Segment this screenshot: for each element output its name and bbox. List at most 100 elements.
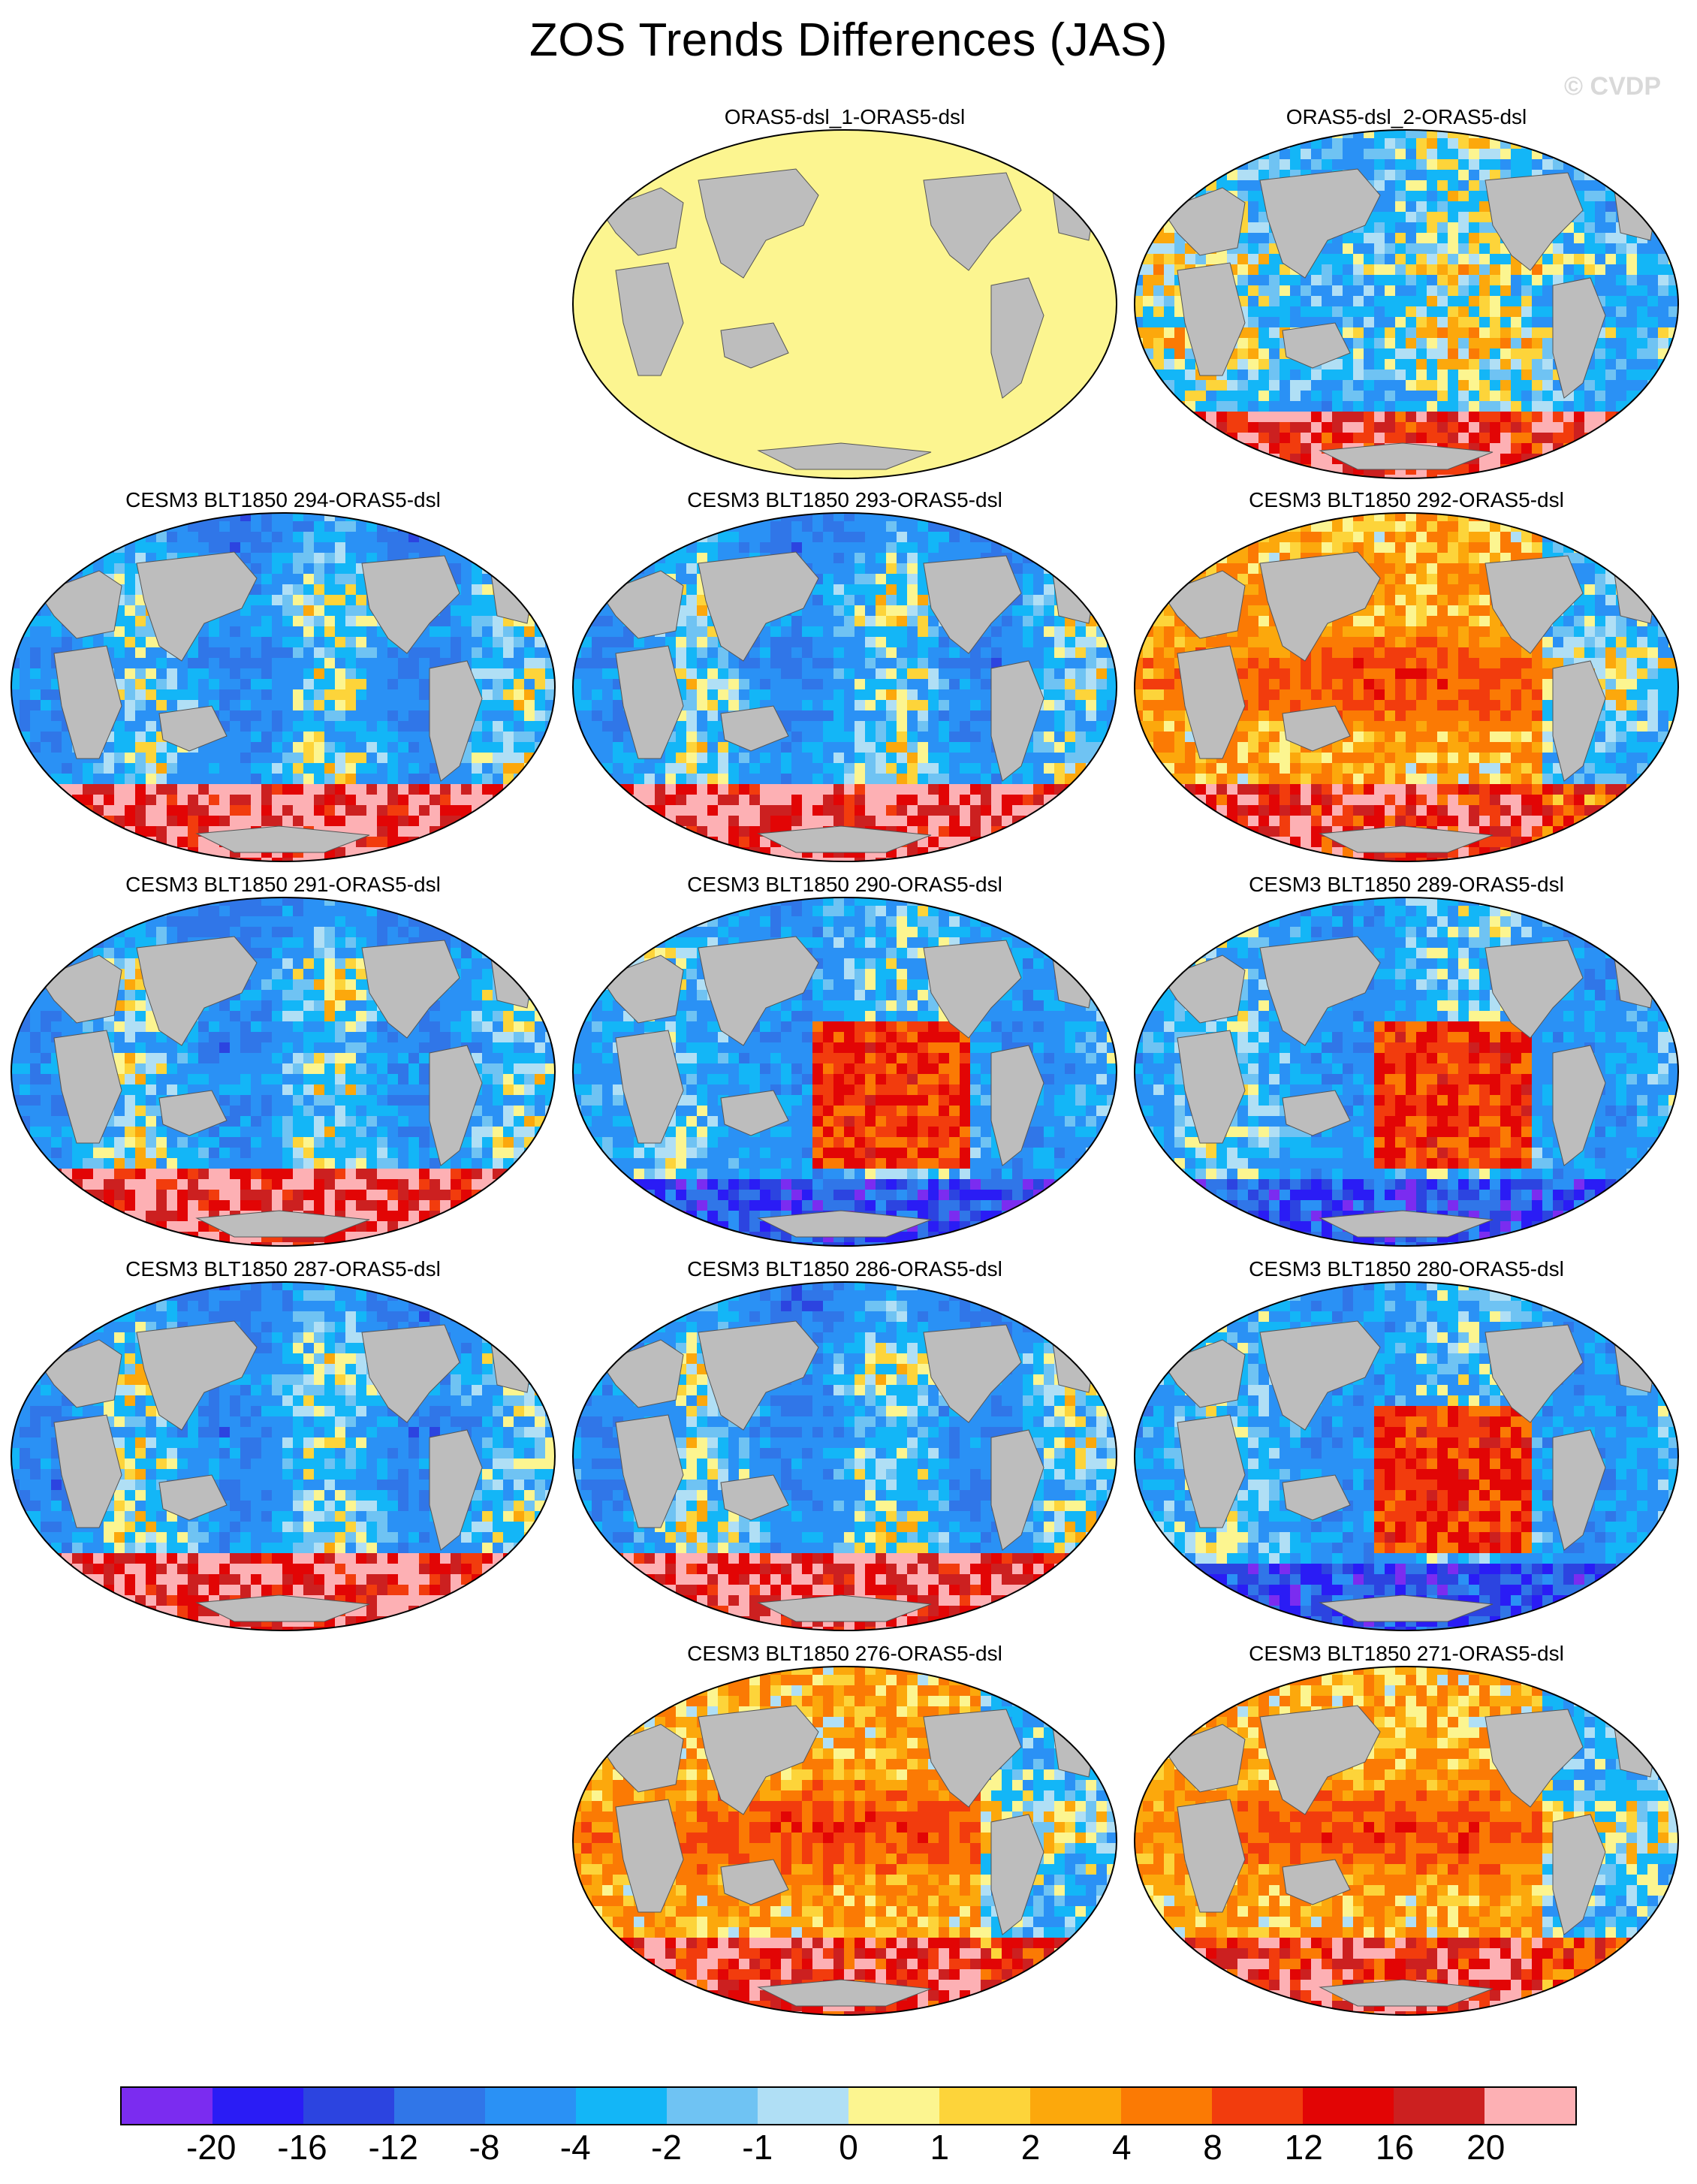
map-panel: CESM3 BLT1850 289-ORAS5-dsl bbox=[1132, 873, 1680, 1256]
land-mass bbox=[757, 442, 932, 470]
colorbar-label: -1 bbox=[742, 2127, 773, 2167]
colorbar-swatch bbox=[1303, 2088, 1394, 2124]
land-mass bbox=[1552, 1814, 1606, 1935]
map-panel: ORAS5-dsl_2-ORAS5-dsl bbox=[1132, 105, 1680, 488]
land-mass bbox=[720, 705, 789, 752]
colorbar-swatch bbox=[667, 2088, 758, 2124]
land-mass bbox=[1552, 1429, 1606, 1551]
land-mass bbox=[53, 1414, 122, 1528]
colorbar-swatch bbox=[1212, 2088, 1303, 2124]
land-mass bbox=[1484, 1324, 1584, 1423]
panel-title: CESM3 BLT1850 294-ORAS5-dsl bbox=[9, 488, 557, 512]
land-mass bbox=[1552, 1045, 1606, 1166]
panel-title: CESM3 BLT1850 276-ORAS5-dsl bbox=[571, 1642, 1119, 1666]
land-mass bbox=[136, 551, 258, 662]
land-mass bbox=[698, 936, 819, 1046]
robinson-map bbox=[1134, 129, 1679, 479]
land-mass bbox=[615, 1030, 684, 1144]
panel-title: CESM3 BLT1850 293-ORAS5-dsl bbox=[571, 488, 1119, 512]
panel-title: CESM3 BLT1850 271-ORAS5-dsl bbox=[1132, 1642, 1680, 1666]
panel-title: CESM3 BLT1850 292-ORAS5-dsl bbox=[1132, 488, 1680, 512]
map-border bbox=[1134, 1666, 1679, 2016]
land-mass bbox=[361, 940, 460, 1039]
land-mass bbox=[361, 555, 460, 654]
land-mass bbox=[1177, 645, 1246, 759]
map-border bbox=[572, 1281, 1117, 1631]
map-border bbox=[1134, 1281, 1679, 1631]
robinson-map bbox=[11, 1281, 556, 1631]
land-mass bbox=[720, 322, 789, 369]
robinson-map bbox=[572, 512, 1117, 862]
land-mass bbox=[195, 1210, 370, 1238]
land-mass bbox=[361, 1324, 460, 1423]
panel-title: CESM3 BLT1850 286-ORAS5-dsl bbox=[571, 1257, 1119, 1281]
map-panel: CESM3 BLT1850 280-ORAS5-dsl bbox=[1132, 1257, 1680, 1640]
watermark: © CVDP bbox=[1564, 72, 1661, 101]
land-mass bbox=[1282, 1859, 1351, 1905]
land-mass bbox=[990, 660, 1044, 782]
land-mass bbox=[720, 1090, 789, 1136]
panel-title: ORAS5-dsl_1-ORAS5-dsl bbox=[571, 105, 1119, 129]
land-mass bbox=[158, 705, 228, 752]
colorbar-label: -20 bbox=[186, 2127, 236, 2167]
map-panel: CESM3 BLT1850 271-ORAS5-dsl bbox=[1132, 1642, 1680, 2025]
land-mass bbox=[195, 1594, 370, 1622]
robinson-map bbox=[1134, 1281, 1679, 1631]
land-mass bbox=[698, 1705, 819, 1815]
colorbar-swatch bbox=[576, 2088, 667, 2124]
land-mass bbox=[757, 1594, 932, 1622]
land-mass bbox=[158, 1090, 228, 1136]
land-mass bbox=[1484, 172, 1584, 271]
land-mass bbox=[1319, 825, 1494, 853]
land-mass bbox=[429, 1429, 483, 1551]
land-mass bbox=[1259, 1705, 1381, 1815]
colorbar-swatch bbox=[1394, 2088, 1484, 2124]
land-mass bbox=[698, 1320, 819, 1431]
land-mass bbox=[757, 1979, 932, 2007]
map-panel: CESM3 BLT1850 291-ORAS5-dsl bbox=[9, 873, 557, 1256]
land-mass bbox=[1319, 1210, 1494, 1238]
colorbar-label: -16 bbox=[277, 2127, 327, 2167]
land-mass bbox=[195, 825, 370, 853]
land-mass bbox=[1484, 940, 1584, 1039]
land-mass bbox=[720, 1474, 789, 1521]
land-mass bbox=[1259, 551, 1381, 662]
panel-title: CESM3 BLT1850 280-ORAS5-dsl bbox=[1132, 1257, 1680, 1281]
colorbar bbox=[120, 2086, 1577, 2125]
land-mass bbox=[757, 1210, 932, 1238]
robinson-map bbox=[11, 512, 556, 862]
land-mass bbox=[698, 168, 819, 279]
map-panel: CESM3 BLT1850 276-ORAS5-dsl bbox=[571, 1642, 1119, 2025]
land-mass bbox=[990, 1045, 1044, 1166]
land-mass bbox=[923, 555, 1022, 654]
land-mass bbox=[1259, 936, 1381, 1046]
land-mass bbox=[923, 172, 1022, 271]
land-mass bbox=[923, 940, 1022, 1039]
map-border bbox=[11, 1281, 556, 1631]
colorbar-label: 1 bbox=[930, 2127, 949, 2167]
colorbar-label: -8 bbox=[469, 2127, 500, 2167]
colorbar-label: -2 bbox=[651, 2127, 682, 2167]
panel-title: CESM3 BLT1850 289-ORAS5-dsl bbox=[1132, 873, 1680, 897]
land-mass bbox=[757, 825, 932, 853]
map-panel: CESM3 BLT1850 290-ORAS5-dsl bbox=[571, 873, 1119, 1256]
map-border bbox=[572, 1666, 1117, 2016]
land-mass bbox=[1177, 1799, 1246, 1913]
colorbar-swatch bbox=[394, 2088, 485, 2124]
colorbar-label: -4 bbox=[560, 2127, 591, 2167]
robinson-map bbox=[11, 897, 556, 1247]
colorbar-swatch bbox=[485, 2088, 576, 2124]
land-mass bbox=[698, 551, 819, 662]
land-mass bbox=[1282, 322, 1351, 369]
robinson-map bbox=[572, 1281, 1117, 1631]
colorbar-swatch bbox=[939, 2088, 1030, 2124]
land-mass bbox=[1552, 277, 1606, 399]
land-mass bbox=[615, 1414, 684, 1528]
map-panel: CESM3 BLT1850 292-ORAS5-dsl bbox=[1132, 488, 1680, 871]
land-mass bbox=[1319, 442, 1494, 470]
land-mass bbox=[429, 1045, 483, 1166]
colorbar-swatch bbox=[213, 2088, 303, 2124]
colorbar-swatch bbox=[1030, 2088, 1121, 2124]
land-mass bbox=[990, 1814, 1044, 1935]
map-border bbox=[1134, 512, 1679, 862]
